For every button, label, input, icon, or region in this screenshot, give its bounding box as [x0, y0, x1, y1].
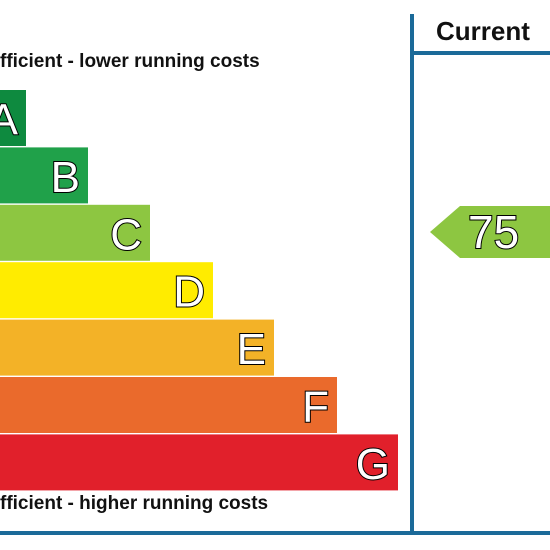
rating-arrow [430, 206, 550, 258]
current-header: Current [436, 16, 530, 46]
band-bar [0, 377, 337, 433]
band-letter: G [356, 440, 390, 489]
band-bar [0, 262, 213, 319]
current-rating: 75 [468, 206, 519, 258]
band-letter: D [173, 268, 205, 317]
bottom-caption: fficient - higher running costs [0, 493, 268, 514]
band-bar [0, 434, 398, 491]
band-letter: C [110, 210, 142, 259]
band-letter: A [0, 96, 19, 145]
top-caption: fficient - lower running costs [0, 51, 260, 72]
band-bar [0, 147, 88, 204]
band-letter: F [302, 383, 329, 432]
band-bar [0, 204, 150, 261]
band-letter: E [237, 325, 266, 374]
band-bar [0, 90, 26, 146]
band-bar [0, 319, 274, 376]
band-letter: B [51, 153, 80, 202]
